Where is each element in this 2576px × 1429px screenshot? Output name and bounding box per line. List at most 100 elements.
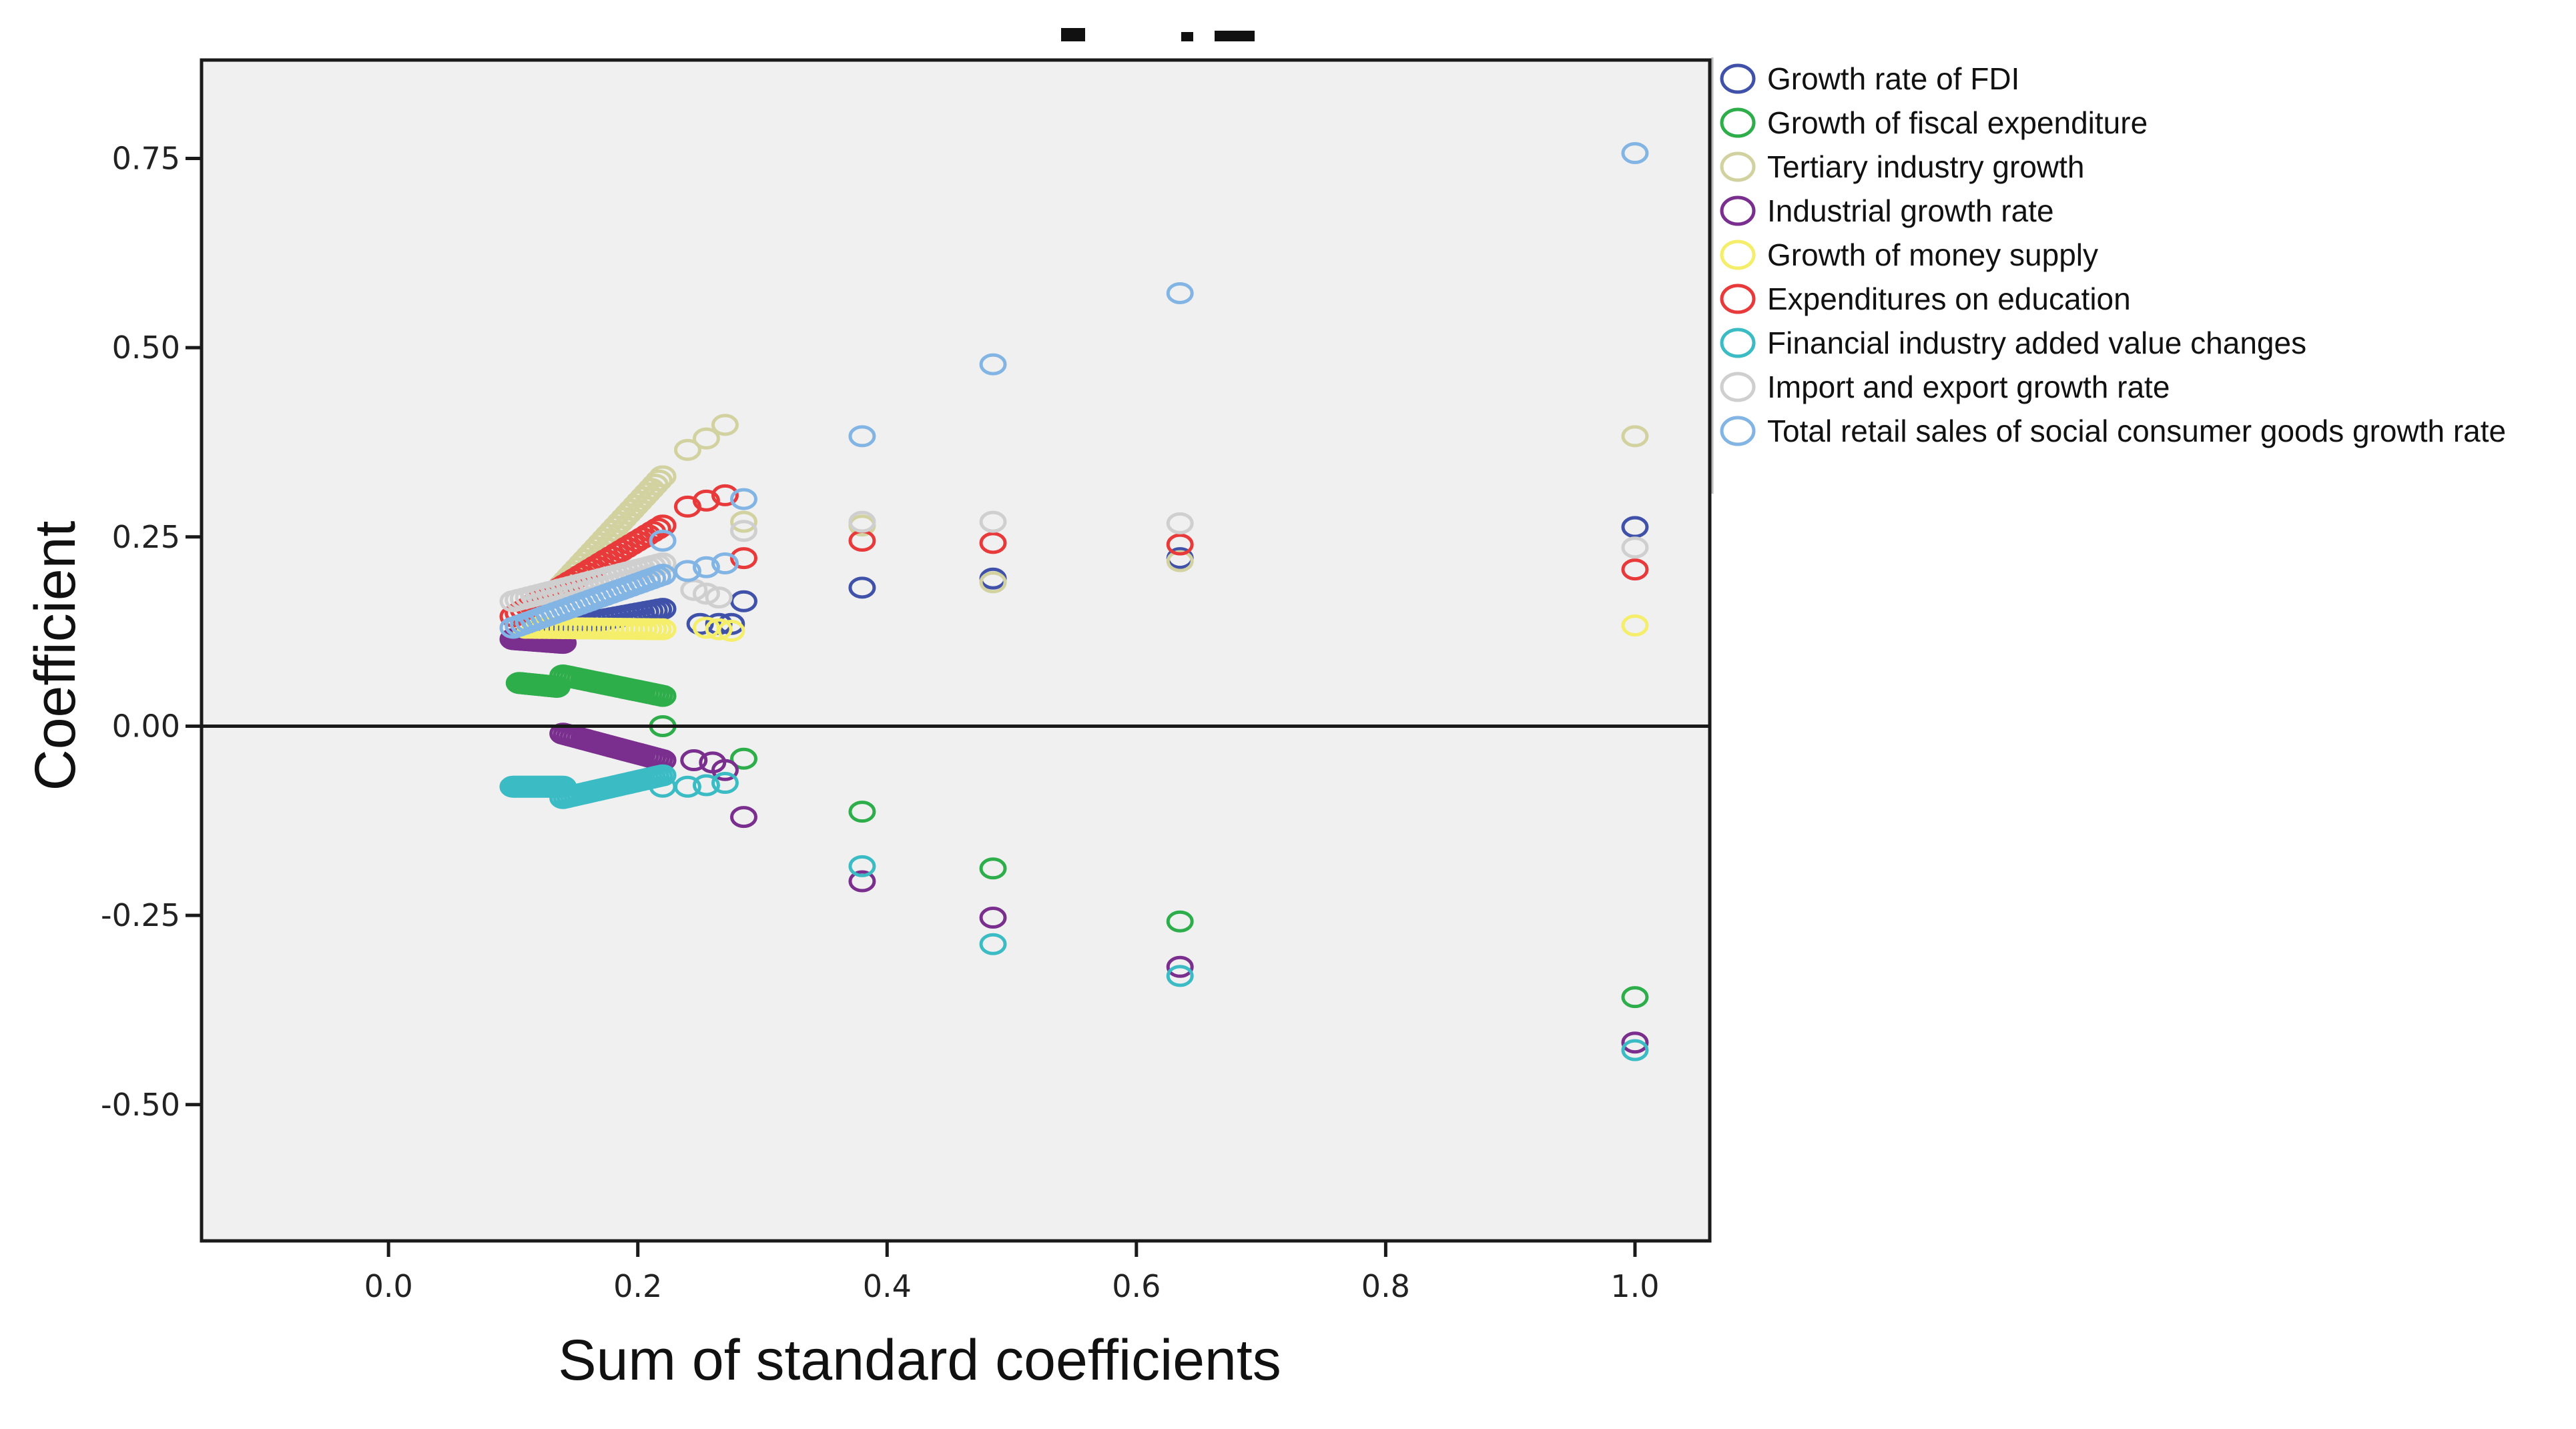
- data-point: [848, 855, 876, 877]
- x-tick-label: 1.0: [1610, 1268, 1659, 1304]
- legend-marker: [1720, 195, 1756, 226]
- data-point: [649, 684, 677, 707]
- legend-label: Financial industry added value changes: [1767, 326, 2306, 360]
- data-point: [643, 517, 671, 540]
- data-point: [729, 590, 757, 612]
- data-point: [649, 529, 677, 552]
- data-point: [1166, 965, 1194, 987]
- data-point: [1621, 536, 1649, 559]
- cropped-title-mark: [1215, 31, 1255, 41]
- data-point: [711, 759, 739, 781]
- legend-label: Growth rate of FDI: [1767, 61, 2019, 96]
- data-point: [711, 414, 739, 436]
- data-point: [705, 586, 733, 609]
- legend-label: Expenditures on education: [1767, 282, 2131, 316]
- y-axis-title: Coefficient: [23, 521, 87, 791]
- series-markers: [499, 142, 1649, 639]
- data-point: [649, 465, 677, 488]
- data-point: [649, 514, 677, 537]
- data-point: [649, 598, 677, 620]
- data-point: [1621, 558, 1649, 581]
- series-markers: [505, 664, 1649, 1009]
- x-tick-label: 0.2: [613, 1268, 662, 1304]
- data-point: [711, 772, 739, 795]
- data-point: [705, 618, 733, 640]
- legend-marker: [1720, 107, 1756, 138]
- y-tick-label: -0.25: [101, 897, 180, 933]
- data-point: [729, 520, 757, 542]
- data-point: [1166, 512, 1194, 534]
- legend-marker: [1720, 63, 1756, 94]
- data-point: [673, 775, 701, 798]
- data-point: [729, 488, 757, 510]
- cropped-title-mark: [1181, 32, 1193, 41]
- y-axis: 0.75 0.50 0.25 0.00 -0.25 -0.50: [101, 141, 202, 1123]
- legend-label: Growth of money supply: [1767, 237, 2098, 272]
- plot-frame: [200, 58, 1712, 1243]
- data-point: [1166, 955, 1194, 978]
- data-point: [979, 532, 1007, 554]
- legend-marker: [1720, 416, 1756, 446]
- data-point: [1166, 910, 1194, 933]
- data-point: [729, 510, 757, 533]
- legend-marker: [1720, 328, 1756, 358]
- legend-label: Growth of fiscal expenditure: [1767, 105, 2148, 140]
- data-point: [729, 806, 757, 829]
- data-point: [649, 564, 677, 586]
- data-point: [979, 510, 1007, 533]
- x-axis-title: Sum of standard coefficients: [558, 1328, 1281, 1392]
- data-point: [979, 933, 1007, 955]
- data-point: [729, 747, 757, 770]
- data-point: [680, 749, 708, 772]
- data-point: [711, 552, 739, 575]
- data-point: [848, 576, 876, 599]
- data-point: [1166, 550, 1194, 572]
- legend-label: Tertiary industry growth: [1767, 149, 2085, 184]
- x-tick-label: 0.8: [1361, 1268, 1410, 1304]
- x-tick-label: 0.0: [364, 1268, 413, 1304]
- data-point: [848, 870, 876, 893]
- data-point: [979, 571, 1007, 594]
- legend-marker: [1720, 151, 1756, 182]
- series-markers: [499, 628, 1649, 1054]
- legend-marker: [1720, 372, 1756, 402]
- data-point: [649, 764, 677, 787]
- data-point: [673, 560, 701, 582]
- legend-marker: [1720, 284, 1756, 314]
- legend-label: Total retail sales of social consumer go…: [1767, 414, 2506, 448]
- legend-marker: [1720, 240, 1756, 270]
- data-point: [1621, 614, 1649, 637]
- data-point: [645, 469, 673, 492]
- legend-label: Import and export growth rate: [1767, 370, 2170, 404]
- x-axis: 0.0 0.2 0.4 0.6 0.8 1.0: [364, 1241, 1660, 1304]
- data-point: [1166, 282, 1194, 304]
- data-point: [717, 620, 745, 642]
- data-point: [979, 857, 1007, 880]
- data-point: [649, 618, 677, 640]
- data-point: [1621, 516, 1649, 538]
- data-point: [692, 774, 720, 797]
- y-tick-label: 0.00: [112, 708, 180, 744]
- data-point: [848, 510, 876, 533]
- data-point: [1621, 425, 1649, 448]
- data-point: [848, 801, 876, 823]
- data-point: [1166, 533, 1194, 556]
- y-tick-label: 0.25: [112, 519, 180, 555]
- y-tick-label: -0.50: [101, 1087, 180, 1123]
- cropped-title-mark: [1061, 28, 1085, 41]
- data-point: [711, 484, 739, 506]
- data-point: [692, 582, 720, 605]
- plot-area: [202, 60, 1710, 1241]
- cropped-title-fragment: [1061, 28, 1255, 41]
- y-tick-label: 0.50: [112, 330, 180, 366]
- data-point: [979, 353, 1007, 376]
- x-tick-label: 0.6: [1112, 1268, 1161, 1304]
- legend: Growth rate of FDI Growth of fiscal expen…: [1711, 57, 2506, 494]
- data-point: [729, 547, 757, 570]
- data-point: [1621, 986, 1649, 1009]
- series-markers: [499, 764, 1649, 1061]
- data-markers: [499, 142, 1649, 1061]
- data-point: [673, 438, 701, 461]
- data-point: [1621, 1031, 1649, 1054]
